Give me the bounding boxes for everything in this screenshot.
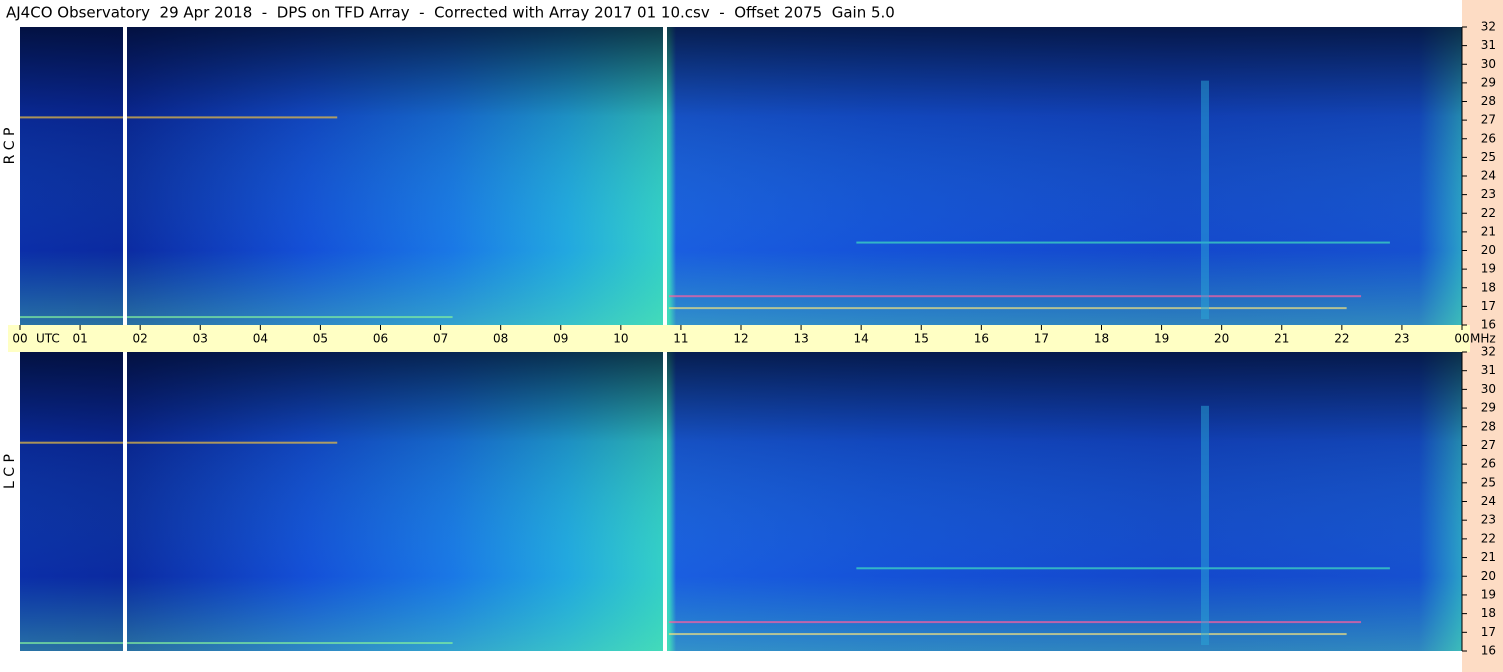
y-tick-label: 26 <box>1481 457 1496 471</box>
x-tick-label: 21 <box>1274 332 1289 346</box>
x-tick-label: 04 <box>253 332 268 346</box>
time-axis-band <box>8 325 1470 352</box>
x-tick-label: 02 <box>133 332 148 346</box>
x-tick-label: 00 <box>12 332 27 346</box>
y-tick-label: 31 <box>1481 38 1496 52</box>
interference-streak <box>668 633 1347 636</box>
x-tick-label: 11 <box>673 332 688 346</box>
x-tick-label: 15 <box>914 332 929 346</box>
x-tick-label: 08 <box>493 332 508 346</box>
y-tick-label: 31 <box>1481 363 1496 377</box>
interference-streak <box>668 307 1347 310</box>
y-axis-label: MHz <box>1470 332 1496 346</box>
y-tick-label: 19 <box>1481 587 1496 601</box>
x-axis-label: UTC <box>36 332 60 346</box>
y-tick-label: 21 <box>1481 224 1496 238</box>
y-tick-label: 22 <box>1481 531 1496 545</box>
y-tick-label: 16 <box>1481 644 1496 658</box>
x-tick-label: 20 <box>1214 332 1229 346</box>
artifact-column <box>1200 80 1209 320</box>
y-tick-label: 32 <box>1481 345 1496 359</box>
y-tick-label: 16 <box>1481 318 1496 332</box>
data-gap <box>663 27 667 325</box>
x-tick-label: 22 <box>1334 332 1349 346</box>
y-tick-label: 27 <box>1481 438 1496 452</box>
interference-streak <box>20 441 338 444</box>
x-tick-label: 06 <box>373 332 388 346</box>
x-tick-label: 09 <box>553 332 568 346</box>
x-tick-label: 07 <box>433 332 448 346</box>
y-tick-label: 32 <box>1481 20 1496 34</box>
y-tick-label: 22 <box>1481 206 1496 220</box>
data-gap <box>123 27 127 325</box>
x-tick-label: 12 <box>733 332 748 346</box>
interference-streak <box>668 621 1362 624</box>
x-tick-label: 16 <box>974 332 989 346</box>
x-tick-label: 01 <box>72 332 87 346</box>
y-tick-label: 21 <box>1481 550 1496 564</box>
y-tick-label: 18 <box>1481 280 1496 294</box>
y-tick-label: 24 <box>1481 169 1496 183</box>
y-tick-label: 20 <box>1481 569 1496 583</box>
y-tick-label: 28 <box>1481 419 1496 433</box>
interference-streak <box>20 316 453 319</box>
data-gap <box>663 352 667 651</box>
x-tick-label: 17 <box>1034 332 1049 346</box>
spectrogram-shade <box>20 27 1462 325</box>
y-tick-label: 23 <box>1481 513 1496 527</box>
x-tick-label: 13 <box>793 332 808 346</box>
y-tick-label: 29 <box>1481 401 1496 415</box>
x-tick-label: 05 <box>313 332 328 346</box>
interference-streak <box>856 241 1390 244</box>
y-tick-label: 25 <box>1481 150 1496 164</box>
data-gap <box>123 352 127 651</box>
panel-label: R C P <box>2 128 18 165</box>
y-tick-label: 24 <box>1481 494 1496 508</box>
x-tick-label: 10 <box>613 332 628 346</box>
panel-label: L C P <box>2 454 18 489</box>
y-tick-label: 29 <box>1481 75 1496 89</box>
interference-streak <box>856 567 1390 570</box>
y-tick-label: 25 <box>1481 475 1496 489</box>
interference-streak <box>20 116 338 119</box>
y-tick-label: 26 <box>1481 131 1496 145</box>
y-tick-label: 30 <box>1481 57 1496 71</box>
y-tick-label: 19 <box>1481 262 1496 276</box>
y-tick-label: 17 <box>1481 625 1496 639</box>
x-tick-label: 18 <box>1094 332 1109 346</box>
spectrogram-shade <box>20 352 1462 651</box>
y-tick-label: 20 <box>1481 243 1496 257</box>
y-tick-label: 28 <box>1481 94 1496 108</box>
chart-title: AJ4CO Observatory 29 Apr 2018 - DPS on T… <box>6 4 895 22</box>
interference-streak <box>668 295 1362 298</box>
y-tick-label: 30 <box>1481 382 1496 396</box>
y-tick-label: 17 <box>1481 299 1496 313</box>
x-tick-label: 23 <box>1394 332 1409 346</box>
x-tick-label: 00 <box>1454 332 1469 346</box>
y-tick-label: 27 <box>1481 113 1496 127</box>
y-tick-label: 23 <box>1481 187 1496 201</box>
x-tick-label: 19 <box>1154 332 1169 346</box>
x-tick-label: 14 <box>854 332 869 346</box>
y-tick-label: 18 <box>1481 606 1496 620</box>
artifact-column <box>1200 405 1209 646</box>
x-tick-label: 03 <box>193 332 208 346</box>
interference-streak <box>20 642 453 645</box>
